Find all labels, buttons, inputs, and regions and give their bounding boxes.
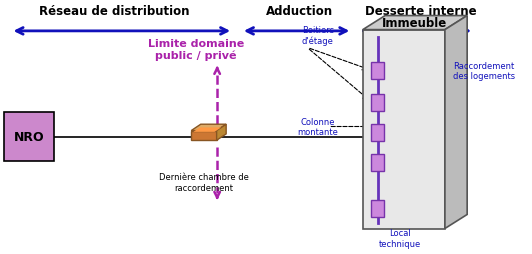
Text: Dernière chambre de
raccordement: Dernière chambre de raccordement bbox=[159, 173, 249, 192]
FancyBboxPatch shape bbox=[4, 113, 54, 161]
Polygon shape bbox=[191, 131, 217, 141]
Text: Local
technique: Local technique bbox=[379, 228, 421, 248]
Text: Immeuble: Immeuble bbox=[383, 17, 447, 30]
Polygon shape bbox=[445, 17, 467, 229]
Text: Réseau de distribution: Réseau de distribution bbox=[39, 5, 189, 18]
Text: Colonne
montante: Colonne montante bbox=[297, 117, 338, 137]
Polygon shape bbox=[191, 125, 226, 131]
Text: Boitiers
d'étage: Boitiers d'étage bbox=[302, 26, 334, 46]
FancyBboxPatch shape bbox=[371, 154, 384, 171]
Text: Raccordement
des logements: Raccordement des logements bbox=[453, 61, 515, 81]
FancyBboxPatch shape bbox=[371, 200, 384, 217]
Text: NRO: NRO bbox=[14, 131, 45, 144]
FancyBboxPatch shape bbox=[371, 125, 384, 142]
Text: Limite domaine
public / privé: Limite domaine public / privé bbox=[148, 39, 244, 61]
Text: Desserte interne: Desserte interne bbox=[365, 5, 477, 18]
FancyBboxPatch shape bbox=[371, 62, 384, 80]
Text: Adduction: Adduction bbox=[265, 5, 333, 18]
Polygon shape bbox=[363, 17, 467, 30]
Polygon shape bbox=[217, 125, 226, 141]
Polygon shape bbox=[193, 128, 221, 132]
Polygon shape bbox=[363, 30, 445, 229]
FancyBboxPatch shape bbox=[371, 94, 384, 111]
